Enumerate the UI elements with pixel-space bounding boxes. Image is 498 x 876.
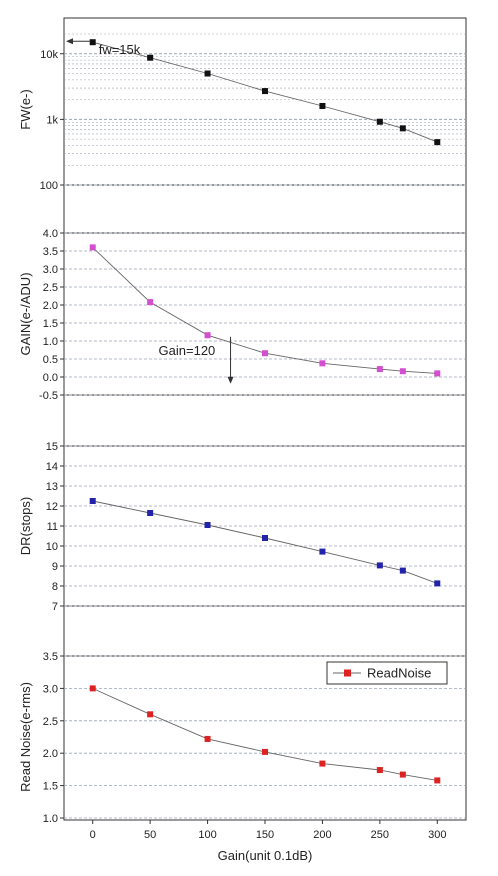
- series-line: [92, 41, 438, 143]
- y-tick-label: 10k: [40, 49, 58, 61]
- x-tick-label: 0: [90, 829, 96, 841]
- x-tick-label: 150: [256, 829, 274, 841]
- x-tick-label: 300: [428, 829, 446, 841]
- data-point: [399, 771, 406, 778]
- y-tick-label: 9: [52, 561, 58, 573]
- data-point: [147, 711, 154, 718]
- data-point: [319, 548, 326, 555]
- data-point: [376, 366, 383, 373]
- y-tick-label: 0.0: [43, 372, 58, 384]
- y-axis-label: FW(e-): [18, 89, 33, 129]
- data-point: [89, 498, 96, 504]
- y-tick-label: 2.5: [43, 716, 58, 728]
- y-tick-label: 2.5: [43, 282, 58, 294]
- panel-3: 7 8 9 10 11 12 13 14 15 DR(stops): [18, 441, 466, 613]
- y-tick-label: 3.0: [43, 264, 58, 276]
- data-point: [399, 125, 406, 132]
- series-line: [92, 247, 438, 374]
- y-tick-label: 15: [46, 441, 58, 453]
- y-tick-label: 100: [40, 180, 58, 192]
- y-tick-label: 2.0: [43, 748, 58, 760]
- data-point: [376, 767, 383, 774]
- panel-1: 100 1k 10k FW(e-) fw=15k: [18, 33, 466, 192]
- x-tick-label: 50: [144, 829, 156, 841]
- y-tick-label: 13: [46, 481, 58, 493]
- y-tick-label: -0.5: [39, 390, 58, 402]
- legend: ReadNoise: [326, 661, 448, 685]
- y-tick-label: 10: [46, 541, 58, 553]
- data-point: [89, 685, 96, 692]
- x-tick-label: 250: [371, 829, 389, 841]
- annotation-label: fw=15k: [99, 42, 141, 57]
- data-point: [434, 370, 441, 377]
- y-tick-label: 4.0: [43, 228, 58, 240]
- series-line: [92, 500, 438, 584]
- arrow-head: [66, 38, 73, 45]
- y-tick-label: 12: [46, 501, 58, 513]
- y-tick-label: 1.5: [43, 318, 58, 330]
- y-tick-label: 0.5: [43, 354, 58, 366]
- legend-label: ReadNoise: [367, 666, 431, 681]
- data-point: [262, 748, 268, 755]
- data-point: [262, 88, 268, 95]
- y-tick-label: 1.0: [43, 336, 58, 348]
- legend-marker: [344, 669, 351, 677]
- data-point: [376, 562, 383, 569]
- panel-4: 1.0 1.5 2.0 2.5 3.0 3.5 Read Noise(e-rms) ReadN…: [18, 651, 466, 863]
- series-line: [92, 687, 438, 781]
- x-axis-label: Gain(unit 0.1dB): [218, 848, 313, 863]
- panel-2: -0.5 0.0 0.5 1.0 1.5 2.0 2.5 3.0 3.5 4.0 GAIN(e-/A…: [18, 228, 466, 402]
- y-tick-label: 1.5: [43, 781, 58, 793]
- y-tick-label: 1k: [46, 114, 58, 126]
- y-axis-label: GAIN(e-/ADU): [18, 272, 33, 355]
- data-point: [319, 360, 326, 367]
- data-point: [204, 735, 211, 742]
- data-point: [147, 299, 154, 306]
- data-point: [262, 535, 268, 541]
- y-axis-label: Read Noise(e-rms): [18, 682, 33, 792]
- y-tick-label: 2.0: [43, 300, 58, 312]
- data-point: [434, 777, 441, 784]
- data-point: [147, 54, 154, 61]
- data-point: [434, 580, 441, 587]
- data-point: [399, 368, 406, 375]
- y-tick-label: 8: [52, 581, 58, 593]
- data-point: [319, 760, 326, 767]
- data-point: [319, 102, 326, 109]
- x-tick-label: 200: [313, 829, 331, 841]
- data-point: [89, 39, 96, 46]
- data-point: [204, 522, 211, 528]
- data-point: [262, 350, 268, 357]
- arrow-head: [227, 376, 234, 384]
- x-tick-label: 100: [198, 829, 216, 841]
- data-point: [204, 70, 211, 77]
- y-tick-label: 11: [47, 521, 58, 533]
- data-point: [376, 118, 383, 125]
- data-point: [204, 332, 211, 339]
- y-tick-label: 3.5: [43, 246, 58, 258]
- y-tick-label: 14: [46, 461, 58, 473]
- data-point: [399, 567, 406, 574]
- data-point: [434, 139, 441, 146]
- annotation-label: Gain=120: [159, 343, 216, 358]
- y-tick-label: 3.5: [43, 651, 58, 663]
- y-axis-label: DR(stops): [18, 497, 33, 556]
- plot-frame: [63, 17, 467, 821]
- data-point: [89, 244, 96, 251]
- data-point: [147, 510, 154, 516]
- y-tick-label: 3.0: [43, 683, 58, 695]
- y-tick-label: 1.0: [43, 813, 58, 825]
- y-tick-label: 7: [52, 601, 58, 613]
- legend-box: [326, 661, 448, 685]
